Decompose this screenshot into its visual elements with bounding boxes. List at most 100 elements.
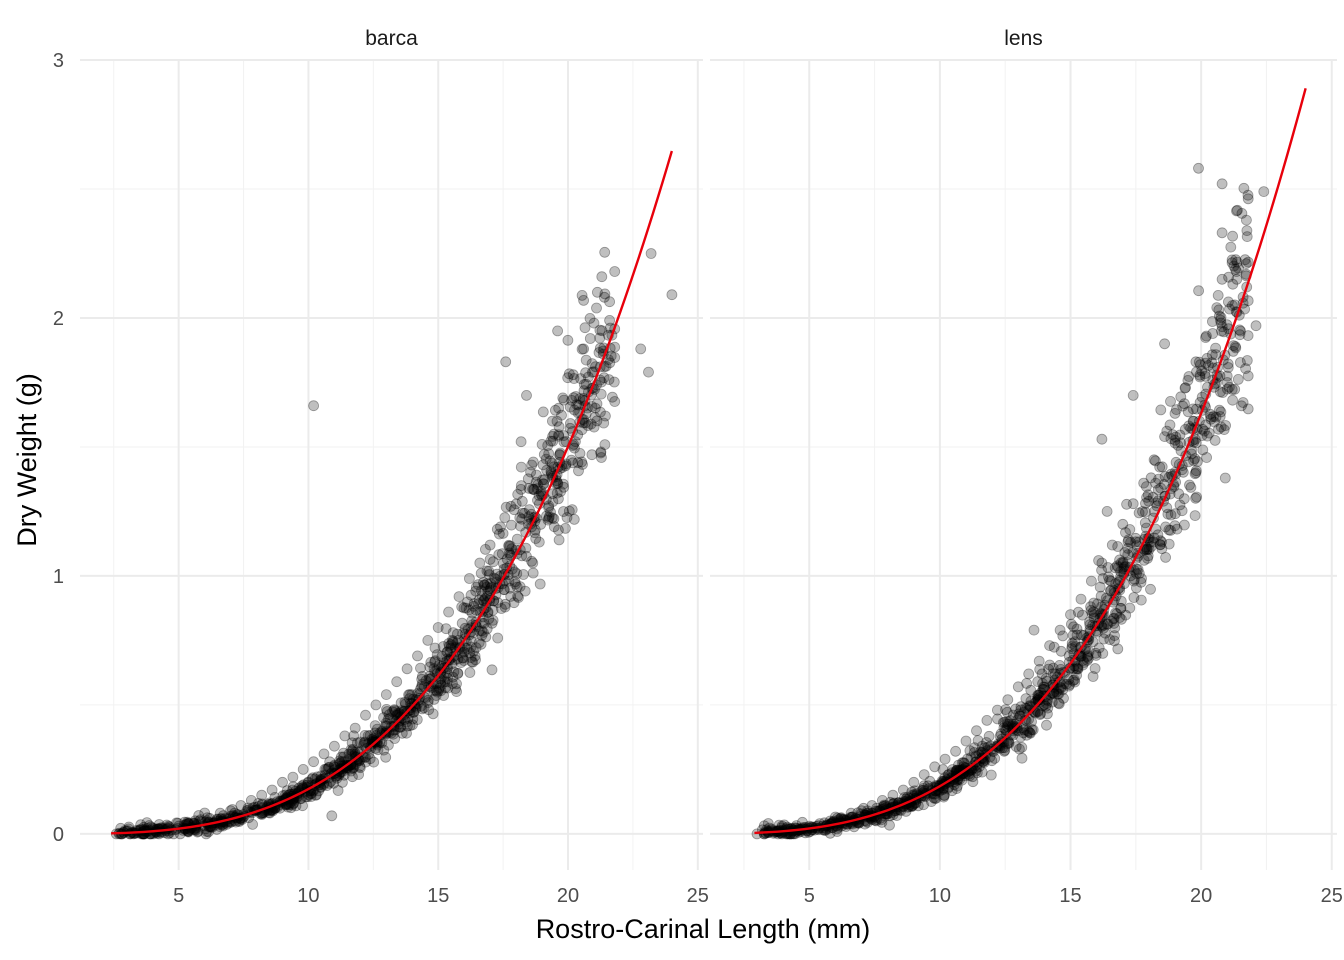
scatter-point	[429, 642, 441, 654]
scatter-point	[378, 744, 390, 756]
scatter-point	[594, 332, 606, 344]
scatter-point	[1034, 664, 1046, 675]
scatter-point	[290, 800, 302, 812]
scatter-point	[1095, 590, 1107, 602]
scatter-point	[153, 819, 165, 830]
scatter-point	[269, 792, 281, 803]
scatter-point	[459, 622, 471, 634]
scatter-point	[1020, 702, 1031, 714]
scatter-point	[442, 672, 454, 684]
scatter-point	[604, 314, 615, 326]
scatter-point	[576, 343, 588, 355]
x-tick-label: 25	[687, 885, 709, 907]
scatter-point	[1115, 557, 1127, 569]
scatter-point	[329, 759, 340, 771]
scatter-point	[390, 706, 401, 717]
scatter-point	[544, 455, 556, 467]
scatter-point	[1063, 680, 1075, 692]
scatter-point	[510, 578, 521, 590]
scatter-point	[443, 638, 455, 649]
scatter-point	[247, 819, 259, 830]
scatter-point	[391, 676, 403, 688]
scatter-point	[485, 583, 496, 594]
scatter-point	[324, 756, 336, 768]
scatter-point	[937, 764, 949, 775]
scatter-point	[415, 700, 427, 712]
x-axis-title: Rostro-Carinal Length (mm)	[536, 914, 871, 944]
scatter-point	[435, 685, 447, 697]
scatter-point	[479, 579, 491, 591]
fit-curve	[111, 150, 674, 835]
scatter-point	[666, 289, 678, 301]
scatter-point	[568, 514, 580, 525]
scatter-point	[1228, 340, 1239, 352]
scatter-point	[441, 646, 453, 658]
scatter-point	[548, 428, 560, 440]
scatter-point	[569, 442, 580, 454]
scatter-point	[348, 730, 360, 742]
scatter-point	[1026, 724, 1038, 735]
scatter-point	[346, 748, 358, 760]
scatter-point	[360, 709, 371, 721]
scatter-point	[577, 458, 588, 470]
scatter-point	[406, 689, 418, 700]
scatter-point	[576, 424, 588, 436]
scatter-point	[429, 655, 441, 667]
scatter-point	[487, 614, 499, 626]
scatter-point	[486, 617, 498, 629]
scatter-point	[1065, 609, 1076, 620]
scatter-point	[393, 721, 405, 733]
scatter-point	[1216, 273, 1228, 285]
scatter-point	[516, 513, 528, 525]
scatter-point	[495, 603, 507, 614]
scatter-point	[555, 486, 566, 497]
scatter-point	[199, 807, 211, 819]
scatter-point	[897, 784, 909, 796]
x-tick-label: 10	[297, 885, 319, 907]
scatter-point	[1161, 425, 1173, 437]
scatter-point	[856, 805, 867, 817]
scatter-point	[960, 735, 972, 747]
scatter-point	[1242, 370, 1254, 382]
scatter-point	[431, 686, 443, 698]
scatter-point	[1111, 560, 1123, 572]
scatter-point	[422, 697, 434, 708]
scatter-point	[521, 550, 532, 562]
scatter-point	[545, 435, 557, 447]
scatter-point	[1217, 387, 1229, 399]
scatter-point	[432, 622, 444, 633]
scatter-point	[1190, 465, 1202, 477]
scatter-point	[416, 671, 428, 682]
scatter-point	[600, 410, 611, 422]
scatter-point	[562, 334, 574, 346]
scatter-point	[389, 733, 401, 744]
scatter-point	[452, 653, 464, 665]
scatter-point	[328, 740, 340, 752]
scatter-point	[470, 581, 482, 593]
scatter-point	[203, 826, 214, 838]
scatter-point	[553, 430, 565, 442]
scatter-point	[438, 690, 450, 701]
scatter-point	[1227, 230, 1238, 242]
scatter-point	[1121, 498, 1132, 510]
scatter-point	[380, 689, 392, 700]
scatter-point	[1175, 391, 1187, 403]
scatter-point	[347, 762, 359, 774]
scatter-point	[1044, 640, 1055, 651]
scatter-point	[951, 780, 963, 792]
scatter-point	[522, 473, 534, 485]
scatter-point	[468, 598, 480, 609]
scatter-point	[410, 694, 422, 705]
scatter-point	[1200, 332, 1211, 343]
scatter-point	[1021, 678, 1032, 689]
scatter-point	[515, 520, 526, 532]
scatter-point	[1163, 538, 1175, 550]
scatter-point	[420, 675, 432, 687]
scatter-point	[527, 567, 539, 579]
scatter-point	[950, 745, 961, 757]
scatter-point	[387, 706, 399, 718]
scatter-point	[310, 789, 322, 800]
scatter-point	[472, 598, 484, 609]
scatter-point	[311, 771, 323, 783]
